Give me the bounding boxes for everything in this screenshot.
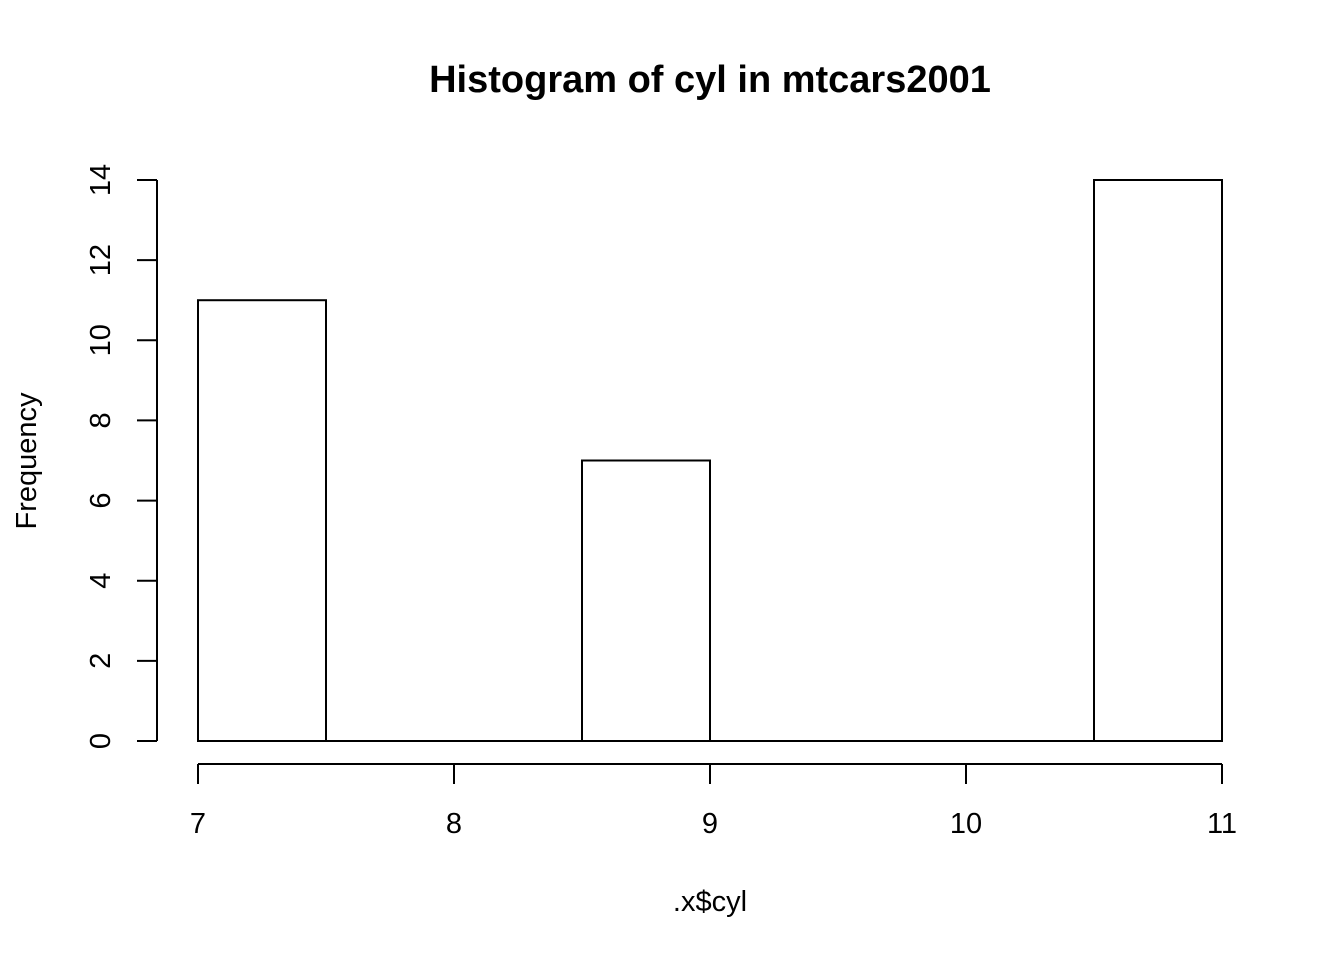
y-tick-label-7: 14	[85, 164, 117, 196]
chart-title: Histogram of cyl in mtcars2001	[429, 59, 991, 101]
x-tick-label-2: 9	[702, 808, 718, 840]
y-axis: 0 2 4 6 8 10 12 14	[85, 164, 158, 749]
x-tick-label-3: 10	[950, 808, 982, 840]
y-axis-label: Frequency	[11, 392, 43, 530]
y-tick-label-0: 0	[85, 733, 117, 749]
y-tick-label-1: 2	[85, 653, 117, 669]
x-tick-label-0: 7	[190, 808, 206, 840]
x-tick-label-4: 11	[1207, 808, 1237, 840]
y-tick-label-2: 4	[85, 573, 117, 589]
y-tick-label-5: 10	[85, 324, 117, 356]
y-tick-label-4: 8	[85, 412, 117, 428]
x-axis-label: .x$cyl	[673, 886, 747, 918]
histogram-bar-7	[1093, 179, 1223, 742]
bars-group	[197, 179, 1223, 742]
histogram-bar-0	[197, 299, 327, 742]
x-axis: 7 8 9 10 11	[190, 763, 1237, 840]
histogram-bar-3	[581, 459, 711, 742]
x-tick-label-1: 8	[446, 808, 462, 840]
y-tick-label-6: 12	[85, 244, 117, 276]
y-tick-label-3: 6	[85, 493, 117, 509]
